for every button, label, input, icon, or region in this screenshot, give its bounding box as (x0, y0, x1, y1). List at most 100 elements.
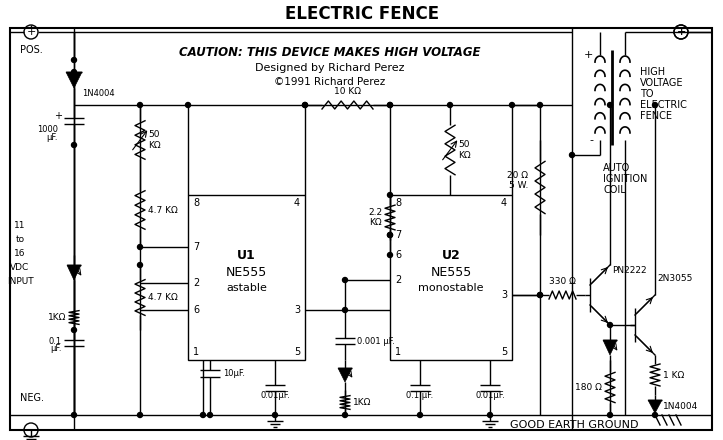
Text: U2: U2 (442, 249, 461, 261)
Text: 0.01μF.: 0.01μF. (260, 391, 290, 400)
Text: 0.001 μF.: 0.001 μF. (357, 337, 395, 345)
Circle shape (208, 413, 213, 418)
Text: VOLTAGE: VOLTAGE (640, 78, 683, 88)
Text: 2: 2 (395, 275, 401, 285)
Circle shape (388, 103, 393, 107)
Text: HIGH: HIGH (640, 67, 665, 77)
Text: 4.7 KΩ: 4.7 KΩ (148, 205, 178, 215)
Polygon shape (648, 400, 662, 413)
Text: 6: 6 (395, 250, 401, 260)
Text: 7: 7 (395, 230, 401, 240)
Text: Designed by Richard Perez: Designed by Richard Perez (255, 63, 405, 73)
Circle shape (72, 70, 77, 74)
Circle shape (388, 232, 393, 238)
Text: ELECTRIC: ELECTRIC (640, 100, 687, 110)
Text: NE555: NE555 (430, 265, 471, 279)
Circle shape (537, 293, 542, 297)
Text: 0.1 μF.: 0.1 μF. (406, 391, 434, 400)
Circle shape (607, 413, 612, 418)
Text: ELECTRIC FENCE: ELECTRIC FENCE (285, 5, 439, 23)
Text: COIL: COIL (603, 185, 625, 195)
Text: 11: 11 (14, 220, 26, 230)
Bar (188, 195, 305, 360)
Text: 16: 16 (14, 249, 26, 257)
Text: FENCE: FENCE (640, 111, 672, 121)
Text: 7: 7 (193, 242, 199, 252)
Text: -: - (589, 135, 593, 145)
Text: TO: TO (640, 89, 654, 99)
Circle shape (200, 413, 205, 418)
Text: NE555: NE555 (226, 265, 267, 279)
Text: 1: 1 (193, 347, 199, 357)
Text: 8: 8 (193, 198, 199, 208)
Text: INPUT: INPUT (7, 276, 33, 286)
Text: 1N4004: 1N4004 (82, 88, 115, 98)
Circle shape (417, 413, 422, 418)
Text: CAUTION: THIS DEVICE MAKES HIGH VOLTAGE: CAUTION: THIS DEVICE MAKES HIGH VOLTAGE (179, 45, 481, 59)
Text: 5: 5 (294, 347, 300, 357)
Circle shape (388, 232, 393, 238)
Text: 1: 1 (395, 347, 401, 357)
Circle shape (570, 153, 575, 158)
Text: 4: 4 (294, 198, 300, 208)
Text: astable: astable (226, 283, 267, 293)
Circle shape (388, 193, 393, 198)
Text: −: − (26, 423, 36, 436)
Text: 5 W.: 5 W. (508, 180, 528, 190)
Circle shape (537, 103, 542, 107)
Circle shape (137, 263, 142, 268)
Text: 3: 3 (294, 305, 300, 315)
Circle shape (448, 103, 453, 107)
Text: 50
KΩ: 50 KΩ (458, 140, 471, 160)
Text: 5: 5 (501, 347, 507, 357)
Circle shape (343, 308, 348, 312)
Text: 4: 4 (501, 198, 507, 208)
Circle shape (137, 245, 142, 249)
Text: +: + (54, 111, 62, 121)
Text: 6: 6 (193, 305, 199, 315)
Polygon shape (66, 72, 82, 88)
Circle shape (72, 327, 77, 333)
Bar (390, 195, 512, 360)
Text: 0.1: 0.1 (49, 337, 62, 345)
Text: μF.: μF. (51, 344, 62, 352)
Text: +: + (676, 27, 685, 37)
Text: +: + (583, 50, 593, 60)
Circle shape (652, 103, 657, 107)
Circle shape (302, 103, 307, 107)
Circle shape (302, 103, 307, 107)
Circle shape (72, 143, 77, 147)
Circle shape (273, 413, 278, 418)
Text: 180 Ω: 180 Ω (575, 383, 602, 392)
Text: 4.7 KΩ: 4.7 KΩ (148, 293, 178, 302)
Text: 1 KΩ: 1 KΩ (663, 370, 684, 379)
Text: 8: 8 (395, 198, 401, 208)
Text: 2: 2 (193, 278, 199, 288)
Text: 1000: 1000 (37, 125, 58, 133)
Circle shape (137, 413, 142, 418)
Circle shape (343, 278, 348, 282)
Text: VDC: VDC (10, 263, 30, 271)
Text: +: + (26, 27, 35, 37)
Circle shape (487, 413, 492, 418)
Text: 0.01μF.: 0.01μF. (475, 391, 505, 400)
Text: AUTO: AUTO (603, 163, 630, 173)
Text: 10μF.: 10μF. (223, 368, 245, 378)
Circle shape (388, 253, 393, 257)
Text: +: + (676, 27, 685, 37)
Text: ©1991 Richard Perez: ©1991 Richard Perez (274, 77, 385, 87)
Circle shape (607, 103, 612, 107)
Text: GOOD EARTH GROUND: GOOD EARTH GROUND (510, 420, 638, 430)
Text: PN2222: PN2222 (612, 265, 646, 275)
Text: μF.: μF. (46, 132, 58, 142)
Circle shape (652, 413, 657, 418)
Text: POS.: POS. (20, 45, 43, 55)
Polygon shape (67, 265, 81, 280)
Circle shape (510, 103, 515, 107)
Text: 10 KΩ: 10 KΩ (334, 87, 361, 96)
Circle shape (343, 413, 348, 418)
Text: 20 Ω: 20 Ω (507, 171, 528, 180)
Circle shape (137, 103, 142, 107)
Circle shape (72, 413, 77, 418)
Circle shape (607, 323, 612, 327)
